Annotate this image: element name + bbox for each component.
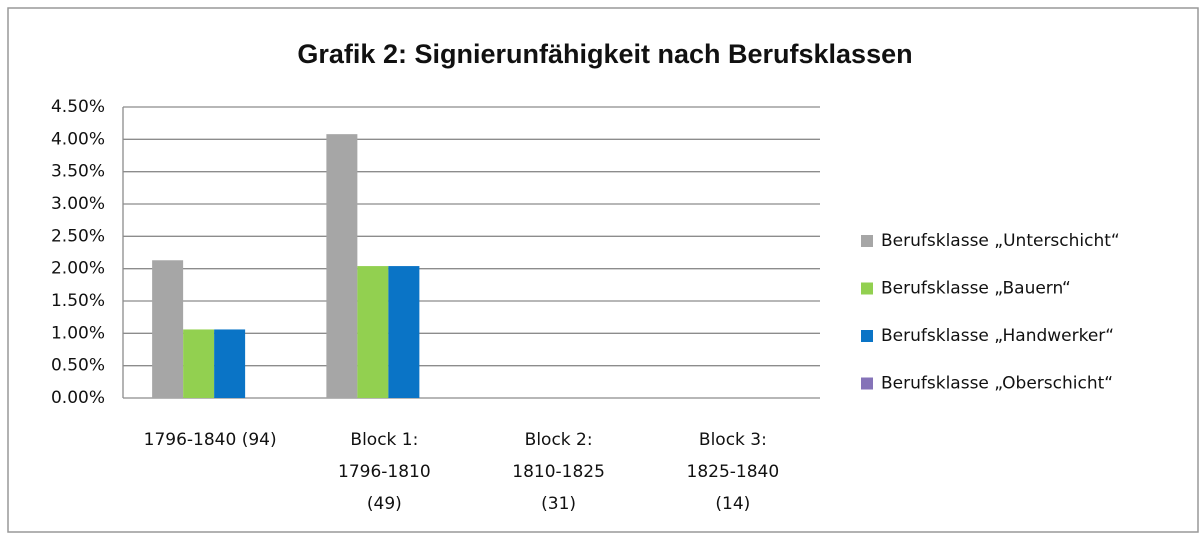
x-tick-label: Block 2: 1810-1825 (31)	[512, 430, 605, 514]
legend-label: Berufsklasse „Unterschicht“	[881, 231, 1120, 251]
x-tick-label-line: Block 3:	[699, 430, 767, 450]
legend-swatch	[861, 282, 873, 295]
x-tick-label: 1796-1840 (94)	[144, 430, 277, 450]
legend-swatch	[861, 330, 873, 342]
x-tick-label-line: (31)	[541, 494, 576, 514]
y-tick-label: 4.50%	[51, 97, 105, 117]
chart-title: Grafik 2: Signierunfähigkeit nach Berufs…	[297, 39, 912, 69]
y-tick-label: 2.00%	[51, 259, 105, 279]
x-tick-label-line: (14)	[715, 494, 750, 514]
y-tick-label: 0.50%	[51, 356, 105, 376]
bar	[214, 329, 246, 398]
y-tick-label: 3.50%	[51, 162, 105, 182]
x-tick-label-line: (49)	[367, 494, 402, 514]
x-tick-label-line: 1825-1840	[687, 462, 780, 482]
y-tick-label: 2.50%	[51, 226, 105, 246]
x-tick-label-line: Block 2:	[525, 430, 593, 450]
x-tick-label-line: 1796-1840 (94)	[144, 430, 277, 450]
y-tick-label: 1.50%	[51, 291, 105, 311]
bar	[183, 329, 215, 398]
legend-label: Berufsklasse „Handwerker“	[881, 326, 1114, 346]
bar	[357, 266, 389, 398]
y-tick-label: 4.00%	[51, 129, 105, 149]
x-tick-label-line: Block 1:	[350, 430, 418, 450]
x-tick-label-line: 1796-1810	[338, 462, 431, 482]
legend-label: Berufsklasse „Bauern“	[881, 279, 1071, 299]
x-tick-label: Block 3: 1825-1840 (14)	[687, 430, 780, 514]
legend-label: Berufsklasse „Oberschicht“	[881, 374, 1113, 394]
y-tick-label: 0.00%	[51, 388, 105, 408]
bar	[388, 266, 420, 398]
y-tick-label: 1.00%	[51, 323, 105, 343]
chart-border	[7, 7, 1199, 533]
x-tick-label-line: 1810-1825	[512, 462, 605, 482]
bar	[326, 134, 358, 398]
bar	[152, 260, 184, 398]
legend-swatch	[861, 377, 873, 390]
legend-swatch	[861, 235, 873, 247]
x-tick-label: Block 1: 1796-1810 (49)	[338, 430, 431, 514]
y-tick-label: 3.00%	[51, 194, 105, 214]
